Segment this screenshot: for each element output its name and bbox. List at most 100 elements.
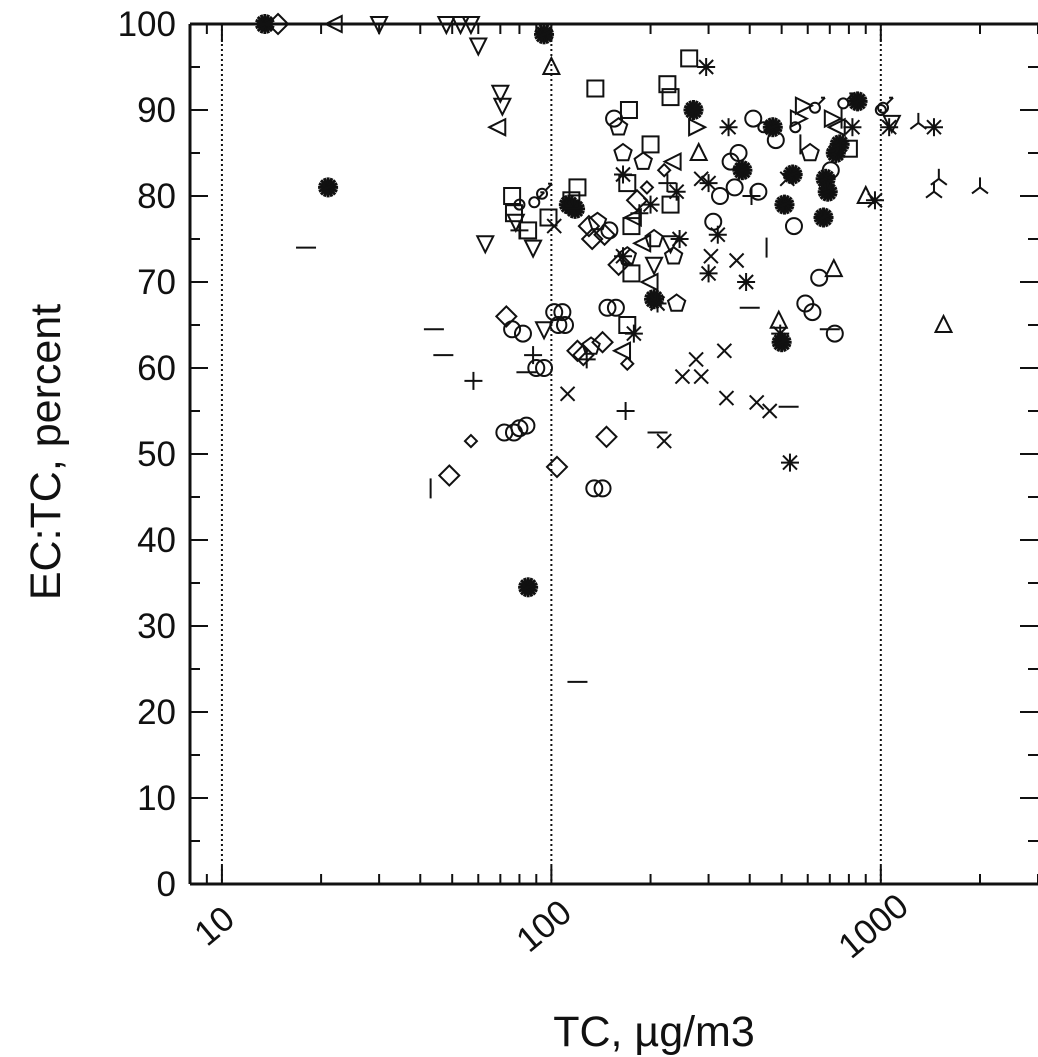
y-axis-title: EC:TC, percent (22, 304, 70, 600)
marker-circle (749, 182, 768, 201)
y-tick-labels: 0 10 20 30 40 50 60 70 80 90 100 (118, 5, 176, 904)
data-point (688, 351, 704, 368)
marker-stroke (938, 178, 948, 186)
y-tick-label: 20 (137, 693, 176, 732)
marker-circle (528, 196, 541, 209)
data-point (517, 416, 536, 435)
marker-circle (825, 324, 844, 343)
data-point (464, 371, 483, 390)
marker-circle (600, 221, 619, 240)
data-point (631, 233, 652, 253)
marker-diamond (266, 12, 290, 36)
y-tick-label: 40 (137, 521, 176, 560)
marker-stroke (642, 196, 659, 213)
data-point (536, 182, 553, 200)
data-point (618, 174, 637, 193)
marker-stroke (698, 59, 714, 75)
marker-stroke (688, 351, 704, 368)
data-point (619, 356, 635, 372)
data-point (553, 303, 572, 322)
marker-stroke (925, 190, 935, 199)
data-point (711, 187, 730, 205)
marker-stroke (683, 104, 704, 116)
marker-circle (598, 298, 617, 317)
marker-circle (517, 416, 536, 435)
data-point (716, 343, 733, 359)
marker-diamond (593, 223, 616, 247)
data-point (581, 336, 601, 355)
data-point (718, 390, 735, 406)
marker-circle (606, 298, 625, 317)
data-point (789, 108, 810, 129)
marker-stroke (671, 231, 688, 247)
data-point (666, 293, 687, 312)
marker-triangle (492, 97, 512, 117)
marker-circle (874, 104, 887, 116)
data-point (824, 257, 844, 278)
marker-diamond (607, 253, 631, 277)
marker-circle (503, 320, 522, 339)
data-point (744, 109, 763, 128)
marker-circle (784, 217, 803, 236)
data-point (495, 423, 514, 442)
marker-stroke (728, 252, 745, 269)
data-point (545, 455, 569, 479)
data-point (680, 49, 699, 68)
marker-diamond (591, 330, 614, 354)
data-point (749, 182, 768, 201)
data-point (882, 114, 902, 135)
marker-triangle (689, 141, 709, 161)
data-point (535, 359, 554, 377)
marker-circle (837, 97, 850, 110)
data-point (492, 97, 512, 117)
marker-triangle (534, 321, 554, 341)
marker-circle (535, 359, 554, 377)
marker-circle (711, 187, 730, 205)
marker-stroke (700, 265, 717, 282)
marker-circle (877, 101, 890, 114)
marker-circle (803, 303, 822, 322)
data-point (663, 245, 684, 265)
marker-square (661, 88, 680, 107)
data-point (689, 141, 709, 161)
data-point (933, 313, 954, 333)
data-point (475, 235, 495, 255)
data-point (617, 245, 638, 265)
data-point (494, 304, 518, 328)
marker-stroke (720, 119, 737, 135)
data-point (503, 187, 522, 205)
x-axis-title: TC, µg/m3 (553, 1008, 755, 1056)
marker-diamond (619, 356, 635, 372)
data-point (688, 117, 708, 137)
marker-triangle (490, 84, 510, 105)
marker-stroke (732, 165, 753, 176)
marker-square (503, 187, 522, 205)
data-point (591, 330, 614, 354)
marker-stroke (693, 171, 709, 187)
data-point (518, 577, 539, 598)
data-point (639, 179, 655, 195)
marker-diamond (580, 227, 604, 251)
marker-square (680, 49, 699, 68)
data-point (633, 151, 653, 170)
data-point (693, 368, 709, 385)
marker-circle (585, 479, 604, 498)
data-point (821, 161, 840, 180)
y-tick-label: 10 (137, 779, 176, 818)
marker-stroke (829, 139, 850, 150)
axes (188, 22, 1038, 886)
marker-circle (729, 144, 748, 162)
marker-triangle (769, 309, 789, 329)
data-point (782, 164, 803, 185)
data-point (463, 433, 479, 449)
marker-stroke (615, 248, 631, 264)
marker-triangle (523, 239, 543, 259)
data-point (641, 195, 660, 214)
data-point (803, 303, 822, 322)
data-point (808, 96, 826, 114)
data-point (534, 321, 554, 341)
data-point (613, 142, 633, 162)
marker-pentagon (608, 116, 629, 136)
data-point (658, 174, 677, 193)
marker-stroke (674, 368, 691, 385)
